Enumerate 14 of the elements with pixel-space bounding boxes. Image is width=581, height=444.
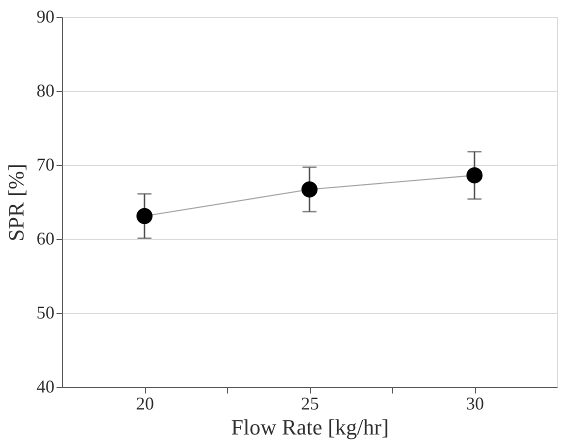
y-tick-label: 50 bbox=[36, 302, 54, 322]
y-tick-label: 40 bbox=[36, 376, 54, 396]
x-tick-label: 25 bbox=[301, 394, 319, 414]
x-axis-title: Flow Rate [kg/hr] bbox=[231, 414, 389, 440]
y-tick-label: 60 bbox=[36, 228, 54, 248]
y-tick-label: 90 bbox=[36, 6, 54, 26]
point bbox=[466, 167, 483, 184]
point bbox=[136, 208, 153, 224]
y-tick-label: 80 bbox=[36, 80, 54, 100]
y-axis-title: SPR [%] bbox=[4, 164, 28, 242]
x-tick-label: 20 bbox=[136, 394, 154, 414]
point bbox=[301, 181, 318, 198]
y-tick-label: 70 bbox=[36, 154, 54, 174]
x-tick-label: 30 bbox=[466, 394, 484, 414]
